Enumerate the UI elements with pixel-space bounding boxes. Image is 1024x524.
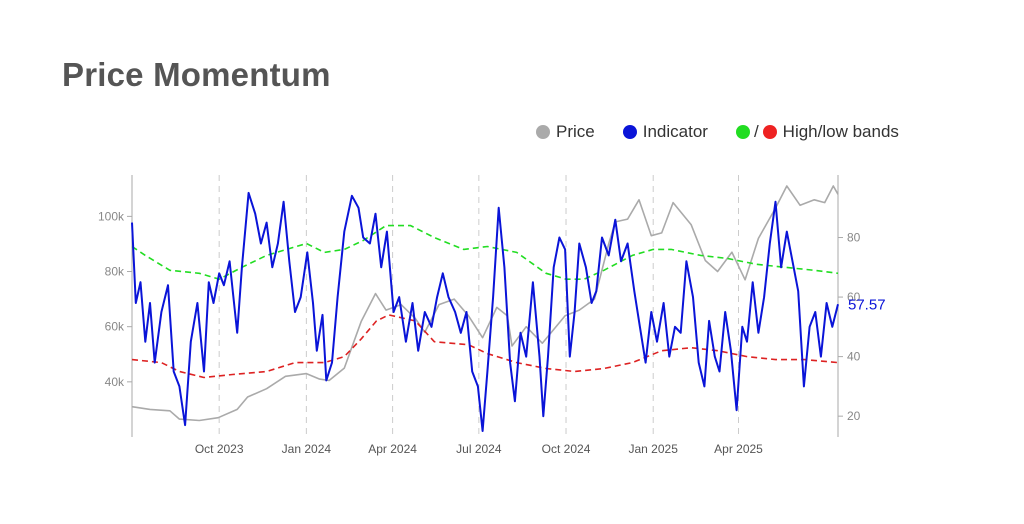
right-y-tick-label: 20 [847,409,861,423]
legend-item-price[interactable]: Price [536,122,595,142]
chart-legend: Price Indicator / High/low bands [536,122,927,142]
x-tick-label: Jul 2024 [456,442,502,456]
x-tick-label: Jan 2025 [629,442,679,456]
tick-labels: Oct 2023 Jan 2024 Apr 2024 Jul 2024 Oct 2024… [98,209,886,456]
legend-label-bands: High/low bands [782,122,899,141]
page-title: Price Momentum [62,56,331,93]
legend-item-bands[interactable]: / High/low bands [735,122,899,142]
x-tick-label: Oct 2024 [542,442,591,456]
right-y-tick-label: 80 [847,231,861,245]
left-y-tick-label: 60k [105,320,125,334]
right-y-tick-label: 40 [847,350,861,364]
left-y-tick-label: 80k [105,265,125,279]
price-dot-icon [536,125,550,139]
legend-separator: / [753,122,759,141]
legend-label-price: Price [556,122,595,141]
x-tick-label: Apr 2025 [714,442,763,456]
indicator-line [131,191,839,432]
low-band-line [131,314,839,379]
series-lines [131,185,839,432]
left-y-tick-label: 100k [98,209,125,223]
legend-item-indicator[interactable]: Indicator [622,122,708,142]
x-tick-label: Jan 2024 [282,442,332,456]
price-line [131,185,839,422]
x-tick-label: Oct 2023 [195,442,244,456]
high-band-dot-icon [735,125,750,139]
legend-label-indicator: Indicator [642,122,708,141]
last-indicator-value: 57.57 [848,296,886,313]
indicator-dot-icon [622,125,637,139]
low-band-dot-icon [762,125,777,139]
x-tick-label: Apr 2024 [368,442,417,456]
left-y-tick-label: 40k [105,375,125,389]
right-y-tick-label: 60 [847,290,861,304]
